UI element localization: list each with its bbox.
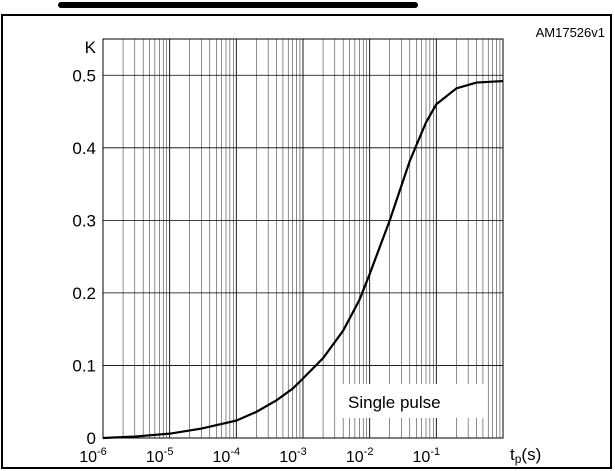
y-tick-label: 0.2: [72, 284, 96, 303]
cropped-heading-fragment: [58, 2, 418, 8]
x-axis-label: tp(s): [510, 445, 541, 466]
y-tick-label: 0.1: [72, 356, 96, 375]
figure-frame: [1, 14, 612, 469]
x-axis-label-unit: (s): [521, 445, 541, 464]
x-axis-label-main: t: [510, 445, 515, 464]
x-axis-label-sub: p: [515, 452, 522, 466]
y-axis-label: K: [85, 38, 97, 57]
plot-border: [102, 38, 504, 439]
x-tick-labels: 10-6 10-5 10-4 10-3 10-2 10-1: [79, 446, 440, 466]
x-tick-label: 10-6: [79, 446, 107, 466]
y-tick-label: 0.3: [72, 211, 96, 230]
y-tick-labels: 0 0.1 0.2 0.3 0.4 0.5: [72, 66, 96, 448]
x-tick-label: 10-1: [413, 446, 441, 466]
x-tick-label: 10-4: [213, 446, 241, 466]
x-tick-label: 10-2: [346, 446, 374, 466]
y-tick-label: 0.4: [72, 139, 96, 158]
y-tick-label: 0: [87, 429, 96, 448]
x-tick-label: 10-5: [146, 446, 174, 466]
x-tick-label: 10-3: [279, 446, 307, 466]
series-line: [102, 79, 504, 440]
annotation-text: Single pulse: [348, 393, 441, 412]
figure-id: AM17526v1: [536, 25, 605, 40]
annotation-box: [340, 384, 486, 418]
cropped-heading-strip: [0, 0, 615, 14]
y-tick-label: 0.5: [72, 66, 96, 85]
